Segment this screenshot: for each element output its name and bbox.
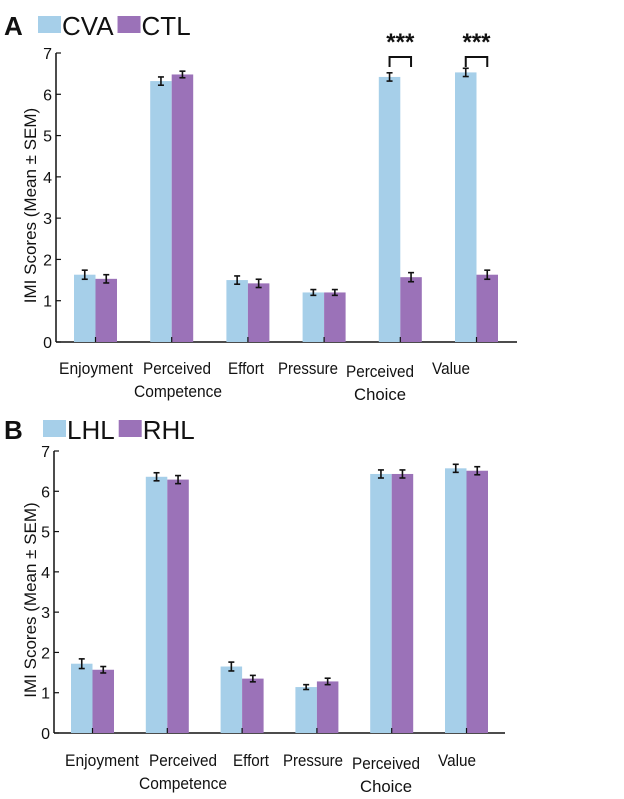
bar-lhl <box>295 687 317 733</box>
y-tick-label: 5 <box>43 129 52 146</box>
x-tick-label: Value <box>432 359 470 378</box>
bar-lhl <box>445 468 467 733</box>
bar-ctl <box>247 283 270 342</box>
bar-cva <box>226 280 248 342</box>
legend-swatch-ctl <box>117 16 141 33</box>
bar-rhl <box>92 669 114 733</box>
x-tick-label: Perceived <box>352 754 420 773</box>
x-tick-label: Value <box>438 751 476 770</box>
panel-a: A CVA CTL 0 1 2 3 4 5 6 7 IMI Scores (Mean ± SEM) En… <box>4 11 517 404</box>
bar-lhl <box>220 666 243 733</box>
bar-ctl <box>324 292 346 342</box>
x-tick-label: Enjoyment <box>59 359 133 378</box>
bar-lhl <box>145 476 168 733</box>
bar-cva <box>302 292 325 342</box>
y-tick-label: 4 <box>43 170 52 187</box>
bar-ctl <box>171 74 194 343</box>
significance-bracket <box>464 56 489 67</box>
bar-lhl <box>370 473 392 733</box>
y-tick-label: 3 <box>43 211 52 228</box>
panel-label: B <box>4 415 23 445</box>
x-tick-label: Effort <box>233 751 269 770</box>
y-tick-label: 6 <box>43 87 52 104</box>
y-tick-label: 7 <box>41 444 50 461</box>
legend-label-cva: CVA <box>62 11 114 41</box>
y-tick-label: 4 <box>41 565 50 582</box>
y-tick-label: 1 <box>41 686 50 703</box>
bar-rhl <box>316 681 339 733</box>
bar-cva <box>150 81 172 343</box>
significance-bracket <box>388 56 413 67</box>
bar-rhl <box>466 470 488 733</box>
x-tick-label: Choice <box>360 777 412 794</box>
bar-ctl <box>95 278 117 342</box>
y-tick-label: 7 <box>43 46 52 63</box>
x-tick-label: Competence <box>139 774 227 793</box>
panel-b: B LHL RHL 0 1 2 3 4 5 6 7 IMI Scores (Mean ± SEM) En… <box>4 415 505 796</box>
bar-ctl <box>400 277 422 342</box>
y-tick-label: 2 <box>43 252 52 269</box>
y-tick-label: 0 <box>43 335 52 352</box>
legend-swatch-cva <box>38 16 61 33</box>
bar-cva <box>378 76 401 343</box>
significance-label: *** <box>462 29 491 56</box>
x-tick-label: Pressure <box>283 751 343 770</box>
x-tick-label: Competence <box>134 382 222 401</box>
y-tick-label: 6 <box>41 484 50 501</box>
bar-rhl <box>242 678 264 733</box>
significance-label: *** <box>386 29 415 56</box>
x-tick-label: Perceived <box>346 362 414 381</box>
x-tick-label: Perceived <box>143 359 211 378</box>
x-tick-label: Perceived <box>149 751 217 770</box>
y-tick-label: 3 <box>41 605 50 622</box>
y-tick-label: 2 <box>41 645 50 662</box>
y-tick-label: 5 <box>41 525 50 542</box>
y-axis-label: IMI Scores (Mean ± SEM) <box>21 502 40 697</box>
x-tick-label: Effort <box>228 359 264 378</box>
bar-cva <box>455 72 477 342</box>
legend-label-lhl: LHL <box>67 415 115 445</box>
bar-lhl <box>71 663 93 733</box>
x-tick-label: Choice <box>354 385 406 404</box>
legend-label-ctl: CTL <box>142 11 191 41</box>
panel-label: A <box>4 11 23 41</box>
legend-swatch-rhl <box>118 420 142 437</box>
bar-cva <box>74 274 96 342</box>
bar-ctl <box>476 274 498 342</box>
x-tick-label: Pressure <box>278 359 338 378</box>
bar-rhl <box>391 473 414 733</box>
x-tick-label: Enjoyment <box>65 751 139 770</box>
y-axis-label: IMI Scores (Mean ± SEM) <box>21 108 40 303</box>
legend-label-rhl: RHL <box>143 415 195 445</box>
y-tick-label: 0 <box>41 726 50 743</box>
bar-rhl <box>167 479 189 733</box>
y-tick-label: 1 <box>43 294 52 311</box>
legend-swatch-lhl <box>43 420 66 437</box>
